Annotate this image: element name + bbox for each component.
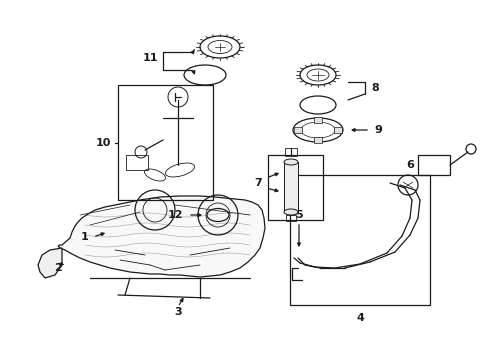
Bar — [313, 137, 321, 143]
Text: 9: 9 — [373, 125, 381, 135]
Bar — [126, 155, 148, 170]
Polygon shape — [58, 196, 264, 277]
Polygon shape — [38, 248, 62, 278]
Text: 12: 12 — [167, 210, 183, 220]
Text: 7: 7 — [254, 178, 262, 188]
Text: 4: 4 — [355, 313, 363, 323]
Bar — [118, 85, 213, 200]
Text: 10: 10 — [95, 138, 110, 148]
Bar — [285, 148, 296, 156]
Polygon shape — [284, 162, 297, 212]
Text: 11: 11 — [142, 53, 158, 63]
Bar — [289, 175, 429, 305]
Text: 2: 2 — [54, 263, 62, 273]
Text: 3: 3 — [174, 307, 182, 317]
Bar — [267, 155, 323, 220]
Bar — [333, 127, 341, 133]
Text: 8: 8 — [370, 83, 378, 93]
Text: 6: 6 — [405, 160, 413, 170]
Bar — [313, 117, 321, 123]
Ellipse shape — [284, 159, 297, 165]
Text: 1: 1 — [81, 232, 89, 242]
Bar — [293, 127, 302, 133]
Bar — [285, 215, 295, 221]
Bar — [417, 155, 449, 175]
Ellipse shape — [284, 209, 297, 215]
Text: 5: 5 — [295, 210, 302, 220]
